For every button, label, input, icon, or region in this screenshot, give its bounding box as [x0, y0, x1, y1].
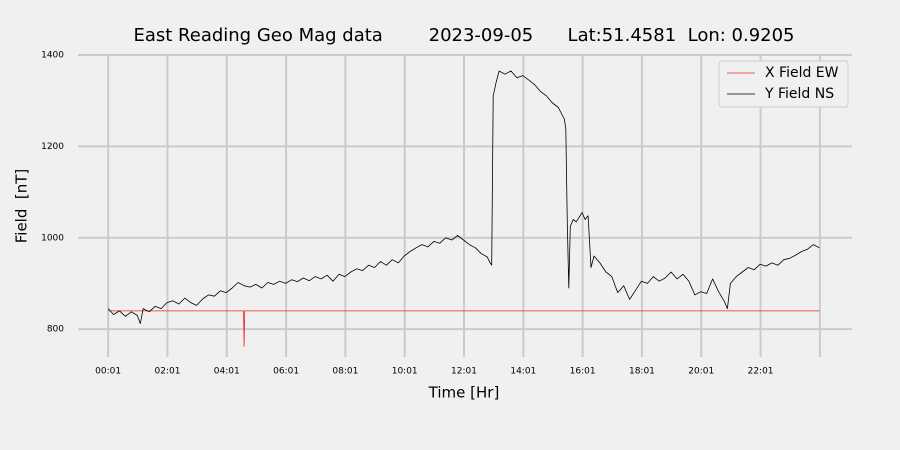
x-tick-label: 04:01	[214, 367, 240, 377]
x-tick-label: 22:01	[748, 367, 774, 377]
x-tick-label: 16:01	[570, 367, 596, 377]
x-tick-label: 02:01	[154, 367, 180, 377]
legend: X Field EW Y Field NS	[718, 60, 849, 108]
legend-box	[718, 60, 849, 108]
legend-label: X Field EW	[765, 65, 839, 81]
y-tick-label: 800	[47, 325, 64, 335]
x-axis-label: Time [Hr]	[428, 384, 500, 402]
y-axis-label: Field [nT]	[13, 169, 31, 244]
x-tick-label: 18:01	[629, 367, 655, 377]
x-tick-label: 06:01	[273, 367, 299, 377]
y-tick-label: 1400	[41, 51, 64, 61]
series-line	[108, 310, 820, 347]
x-tick-label: 20:01	[688, 367, 714, 377]
x-tick-label: 08:01	[332, 367, 358, 377]
x-tick-label: 14:01	[510, 367, 536, 377]
series-line	[107, 70, 820, 324]
chart-title: East Reading Geo Mag data 2023-09-05 Lat…	[133, 25, 794, 46]
x-tick-label: 12:01	[451, 367, 477, 377]
x-tick-label: 10:01	[392, 367, 418, 377]
legend-label: Y Field NS	[764, 86, 834, 102]
y-tick-label: 1000	[41, 233, 64, 243]
x-tick-label: 00:01	[95, 367, 121, 377]
y-tick-label: 1200	[41, 142, 64, 152]
